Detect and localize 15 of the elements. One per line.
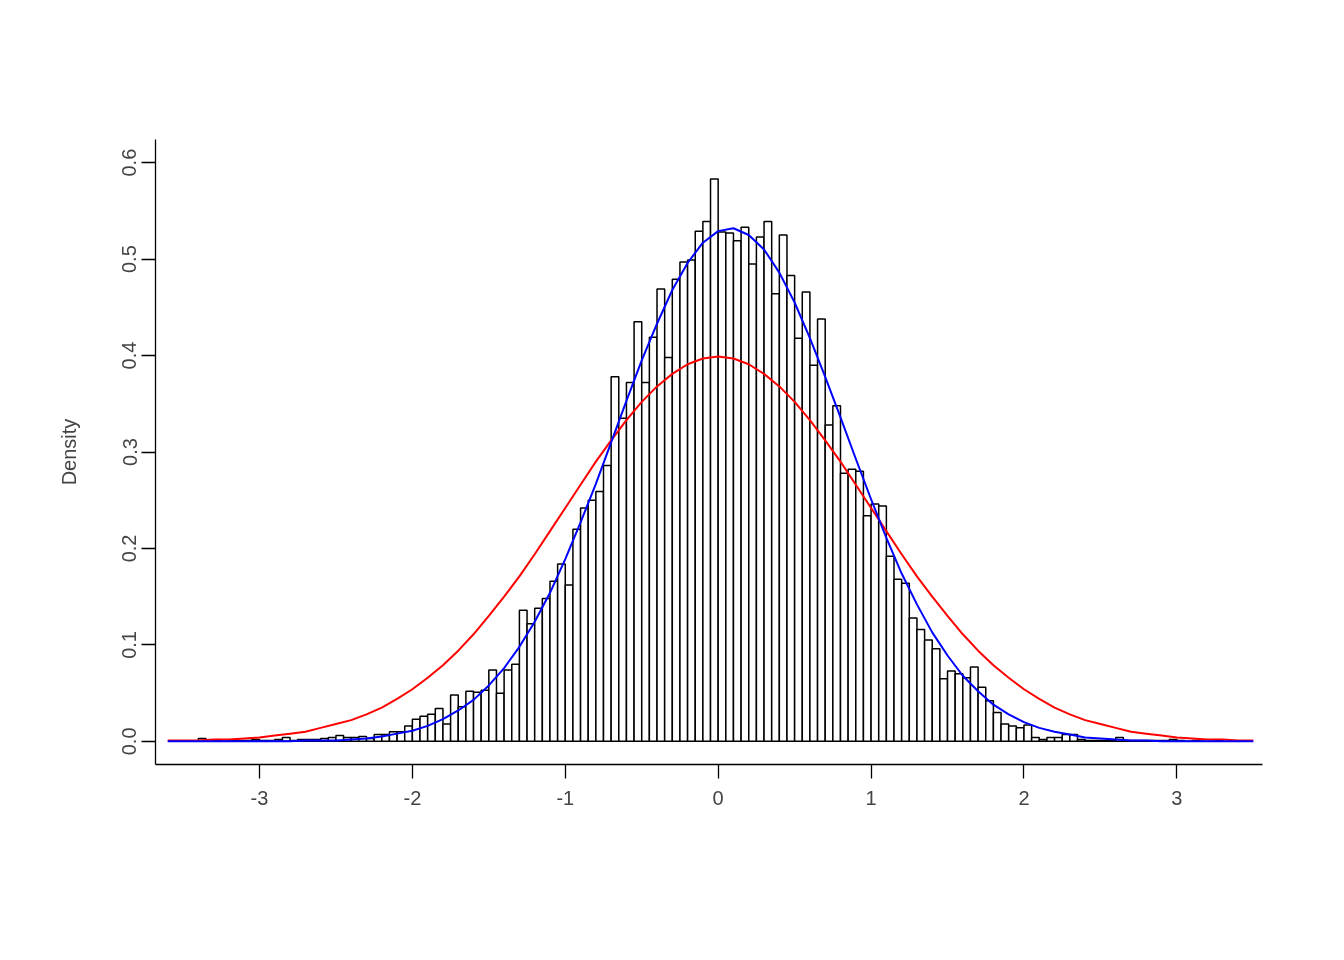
y-tick-label: 0.3 [118,438,141,466]
y-tick-label: 0.2 [118,534,141,563]
y-axis-title: Density [57,418,80,486]
y-tick-label: 0.1 [118,630,141,659]
x-tick-label: -3 [250,786,269,809]
y-tick-label: 0.0 [118,727,141,756]
x-tick-label: 2 [1018,786,1030,809]
y-tick-label: 0.6 [118,148,141,177]
y-tick-label: 0.5 [118,245,141,273]
x-tick-label: -1 [556,786,575,809]
x-tick-label: 3 [1171,786,1183,809]
x-tick-label: 0 [712,786,724,809]
y-tick-label: 0.4 [118,341,141,370]
x-tick-label: 1 [865,786,877,809]
x-tick-label: -2 [403,786,422,809]
